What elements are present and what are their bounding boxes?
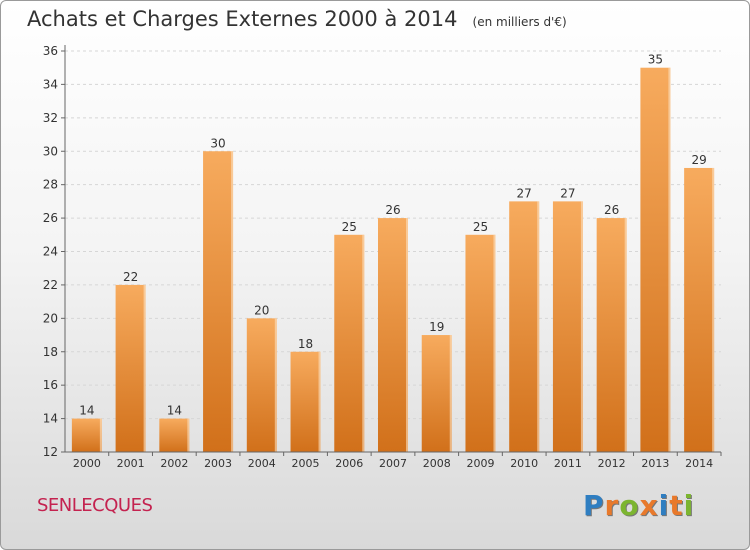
logo-letter: t [669, 489, 684, 522]
x-tick-label: 2014 [685, 457, 713, 470]
x-tick-label: 2003 [204, 457, 232, 470]
x-tick-label: 2009 [466, 457, 494, 470]
y-tick-label: 36 [43, 44, 58, 58]
y-tick-label: 30 [43, 144, 58, 158]
data-label: 35 [648, 53, 663, 67]
bar-highlight [362, 234, 365, 452]
logo-letter: i [683, 489, 695, 522]
y-tick-label: 32 [43, 111, 58, 125]
y-tick-label: 16 [43, 378, 58, 392]
y-tick-label: 34 [43, 77, 58, 91]
bar [552, 201, 583, 452]
proxiti-logo[interactable]: Proxiti [583, 489, 694, 522]
bar [684, 167, 715, 453]
bar-highlight [493, 234, 496, 452]
x-tick-label: 2012 [598, 457, 626, 470]
bar-highlight [537, 201, 540, 452]
bars [71, 67, 715, 453]
logo-letter: i [658, 489, 670, 522]
bar [159, 418, 190, 452]
y-tick-label: 20 [43, 311, 58, 325]
x-tick-label: 2006 [335, 457, 363, 470]
logo-letter: r [604, 489, 620, 522]
bar [465, 234, 496, 452]
data-labels: 14 22 14 30 20 18 25 26 19 25 27 27 26 35 29 [79, 53, 707, 418]
logo-letter: o [619, 489, 640, 522]
x-tick-label: 2011 [554, 457, 582, 470]
bar [640, 67, 671, 452]
data-label: 27 [517, 186, 532, 200]
bar-highlight [231, 151, 234, 452]
bar [334, 234, 365, 452]
data-label: 26 [385, 203, 400, 217]
y-tick-label: 26 [43, 211, 58, 225]
bar [115, 284, 146, 452]
y-tick-label: 14 [43, 412, 58, 426]
x-tick-label: 2007 [379, 457, 407, 470]
x-tick-label: 2005 [292, 457, 320, 470]
bar [596, 218, 627, 452]
data-label: 18 [298, 337, 313, 351]
bar [203, 151, 234, 452]
data-label: 29 [691, 153, 706, 167]
x-tick-label: 2004 [248, 457, 276, 470]
bar [290, 351, 321, 452]
x-tick-label: 2001 [117, 457, 145, 470]
bar [421, 335, 452, 452]
bar-highlight [449, 335, 452, 452]
bar-highlight [143, 284, 146, 452]
data-label: 19 [429, 320, 444, 334]
bar-highlight [712, 167, 715, 453]
y-tick-label: 28 [43, 178, 58, 192]
data-label: 22 [123, 270, 138, 284]
logo-letter: P [583, 489, 605, 522]
data-label: 25 [473, 220, 488, 234]
title-unit: (en milliers d'€) [472, 15, 567, 29]
data-label: 30 [210, 136, 225, 150]
bar-highlight [668, 67, 671, 452]
bar [71, 418, 102, 452]
bar [246, 318, 277, 452]
x-tick-label: 2013 [641, 457, 669, 470]
bar-highlight [406, 218, 408, 452]
y-tick-label: 24 [43, 245, 58, 259]
axes: 12 14 16 18 20 22 24 26 28 30 32 34 36 2000 2001 2002 20… [43, 44, 722, 470]
data-label: 20 [254, 303, 269, 317]
data-label: 14 [167, 404, 182, 418]
y-tick-label: 12 [43, 445, 58, 459]
logo-letter: x [639, 489, 659, 522]
y-tick-label: 22 [43, 278, 58, 292]
x-tick-label: 2002 [160, 457, 188, 470]
title-text: Achats et Charges Externes 2000 à 2014 [27, 7, 458, 31]
data-label: 27 [560, 186, 575, 200]
data-label: 14 [79, 404, 94, 418]
bar [509, 201, 540, 452]
bar-highlight [187, 418, 190, 452]
bar-highlight [580, 201, 583, 452]
x-tick-label: 2000 [73, 457, 101, 470]
bar-highlight [624, 218, 627, 452]
chart-title: Achats et Charges Externes 2000 à 2014 (… [27, 7, 567, 31]
bar-highlight [318, 351, 321, 452]
bar-highlight [99, 418, 102, 452]
data-label: 25 [342, 220, 357, 234]
data-label: 26 [604, 203, 619, 217]
bar-highlight [274, 318, 277, 452]
bar [378, 218, 408, 452]
commune-name: SENLECQUES [37, 495, 153, 516]
y-tick-label: 18 [43, 345, 58, 359]
x-tick-label: 2008 [423, 457, 451, 470]
x-tick-label: 2010 [510, 457, 538, 470]
